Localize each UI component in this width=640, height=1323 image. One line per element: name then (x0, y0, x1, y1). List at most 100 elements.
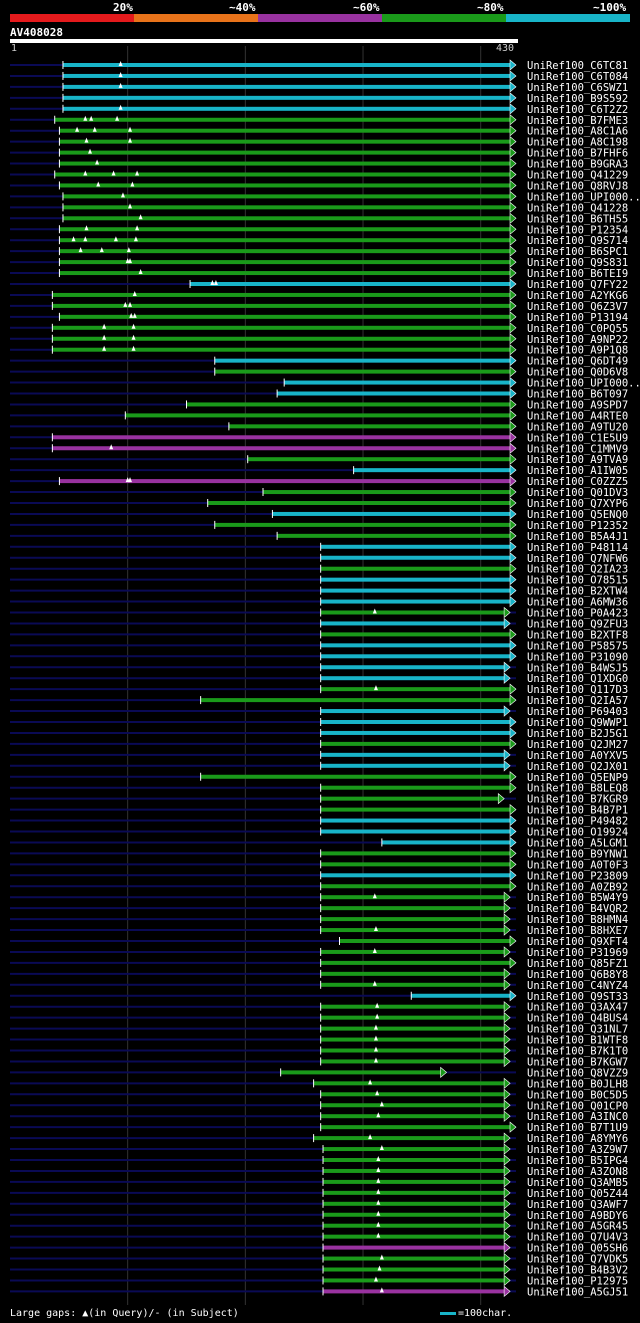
hit-arrow (509, 814, 517, 827)
hit-label: UniRef100_Q01CP0 (527, 1100, 628, 1112)
hit-bar (320, 796, 500, 801)
hit-arrow (503, 749, 511, 761)
hit-arrow (509, 563, 517, 575)
query-gap-marker (135, 225, 140, 231)
hit-bar (247, 457, 511, 462)
hit-label: UniRef100_Q3AX47 (527, 1002, 628, 1014)
hit-arrow (503, 606, 511, 619)
query-gap-marker (131, 345, 136, 351)
hit-label: UniRef100_Q9ZFU3 (527, 618, 628, 630)
hit-label: UniRef100_A8C198 (527, 137, 628, 149)
query-gap-marker (131, 323, 136, 329)
query-gap-marker (78, 247, 83, 253)
hit-bar (320, 676, 506, 681)
hit-bar (323, 1256, 506, 1261)
hit-bar (59, 183, 512, 188)
hit-bar (320, 1026, 506, 1031)
hit-label: UniRef100_B9GRA3 (527, 159, 628, 171)
query-gap-marker (372, 893, 377, 899)
hit-bar (214, 369, 512, 374)
query-gap-marker (118, 104, 123, 110)
identity-legend-bar (10, 14, 630, 22)
hit-label: UniRef100_Q9ST33 (527, 991, 628, 1003)
hit-arrow (509, 322, 517, 334)
hit-arrow (503, 1001, 511, 1013)
hit-bar (320, 654, 511, 659)
query-gap-marker (83, 236, 88, 242)
query-gap-marker (377, 1265, 382, 1271)
hit-label: UniRef100_Q9S831 (527, 257, 628, 269)
hit-arrow (509, 442, 517, 454)
query-gap-marker (96, 181, 101, 187)
query-gap-marker (379, 1145, 384, 1151)
hit-arrow (509, 486, 517, 498)
hit-arrow (509, 541, 517, 553)
hit-label: UniRef100_Q9WWP1 (527, 717, 628, 729)
hit-arrow (509, 584, 517, 597)
hit-bar (320, 982, 506, 987)
hit-bar (381, 840, 511, 845)
hit-arrow (509, 223, 517, 235)
hit-label: UniRef100_C6SWZ1 (527, 82, 628, 94)
query-gap-marker (210, 280, 215, 285)
hit-label: UniRef100_Q1XDG0 (527, 673, 628, 685)
hit-bar (52, 435, 511, 440)
hit-label: UniRef100_A9P1Q8 (527, 345, 628, 357)
hit-arrow (509, 825, 517, 838)
hit-label: UniRef100_B7KGW7 (527, 1056, 628, 1068)
hit-label: UniRef100_B9YNW1 (527, 848, 628, 860)
hit-arrow (509, 146, 517, 159)
hit-bar (62, 205, 511, 210)
hit-bar (320, 555, 511, 560)
hit-label: UniRef100_B7T1U9 (527, 1122, 628, 1134)
hit-label: UniRef100_Q7FY22 (527, 279, 628, 291)
hit-arrow (503, 1154, 511, 1166)
hit-arrow (509, 990, 517, 1002)
hit-arrow (509, 125, 517, 137)
hit-arrow (509, 738, 517, 750)
hit-label: UniRef100_A1IW05 (527, 465, 628, 477)
hit-bar (320, 785, 511, 790)
hit-arrow (509, 650, 517, 662)
hit-arrow (509, 376, 517, 389)
query-gap-marker (376, 1166, 381, 1172)
hit-bar (59, 227, 512, 232)
hit-arrow (503, 1198, 511, 1210)
query-gap-marker (372, 947, 377, 953)
query-gap-marker (373, 1046, 378, 1052)
query-gap-marker (138, 214, 143, 220)
hit-bar (59, 260, 512, 265)
legend-label-80: ~80% (477, 1, 504, 14)
hit-arrow (509, 387, 517, 400)
hit-bar (323, 1168, 506, 1173)
hit-arrow (509, 289, 517, 301)
hit-arrow (503, 1022, 511, 1035)
hit-bar (320, 544, 511, 549)
legend-label-20: 20% (113, 1, 133, 14)
query-gap-marker (376, 1232, 381, 1238)
hit-arrow (503, 902, 511, 914)
hit-arrow (503, 1055, 511, 1068)
hit-arrow (503, 661, 511, 673)
hit-bar (320, 763, 506, 768)
hit-bar (59, 249, 512, 254)
hit-bar (214, 522, 512, 527)
hit-bar (320, 610, 506, 615)
query-gap-marker (118, 61, 123, 66)
hit-bar (323, 1147, 506, 1152)
hit-label: UniRef100_A2YKG6 (527, 290, 628, 302)
legend-segment-40 (134, 14, 258, 22)
hit-label: UniRef100_P69403 (527, 706, 628, 718)
query-gap-marker (109, 444, 114, 450)
hit-label: UniRef100_O19924 (527, 827, 628, 839)
query-gap-marker (126, 247, 131, 253)
hit-label: UniRef100_P13194 (527, 312, 628, 324)
query-gap-marker (75, 126, 80, 132)
hit-bar (190, 282, 511, 286)
hit-arrow (509, 212, 517, 224)
hit-bar (320, 741, 511, 746)
hit-bar (323, 1190, 506, 1195)
hit-bar (59, 161, 512, 166)
hit-arrow (509, 420, 517, 432)
hit-bar (277, 533, 511, 538)
